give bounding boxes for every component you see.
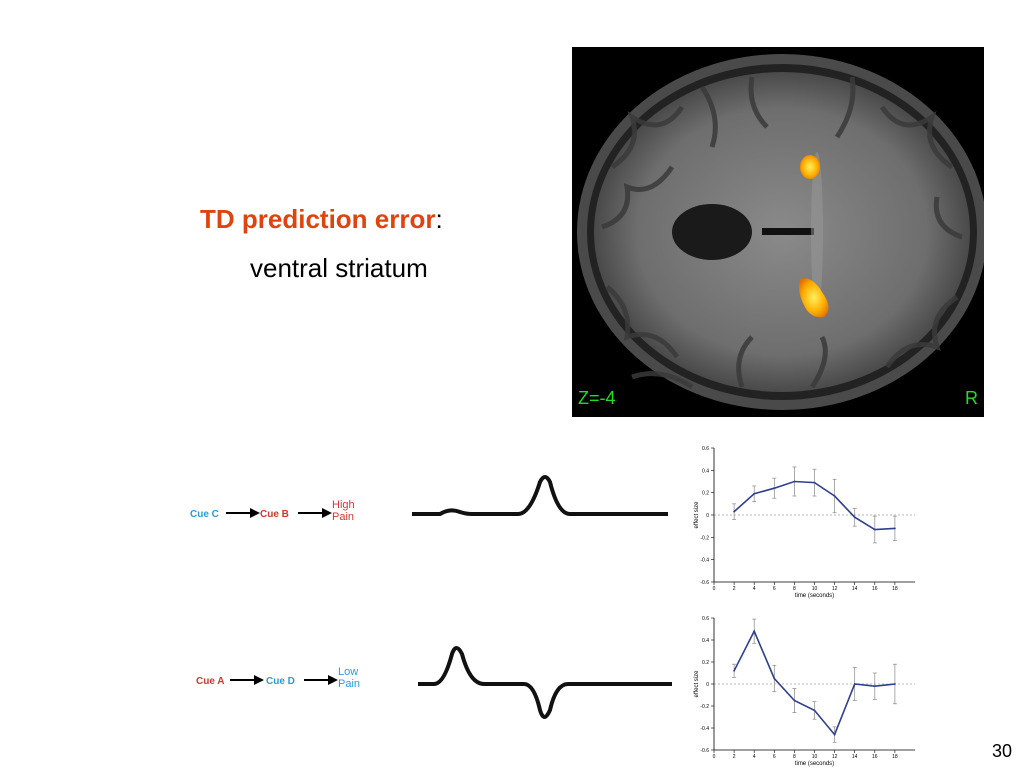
slide-title: TD prediction error: [200, 204, 443, 235]
y-tick-label: 0.4 [702, 638, 709, 644]
sequence-row-low-pain: Cue A Cue D Low Pain [190, 664, 390, 704]
x-tick-label: 6 [773, 586, 776, 592]
y-tick-label: 0 [706, 682, 709, 688]
x-tick-label: 8 [793, 754, 796, 760]
slide-subtitle: ventral striatum [250, 253, 428, 283]
page-number: 30 [991, 741, 1012, 761]
x-tick-label: 8 [793, 586, 796, 592]
data-point [853, 516, 856, 519]
data-point [733, 669, 735, 672]
x-tick-label: 18 [892, 754, 898, 760]
x-tick-label: 10 [812, 586, 818, 592]
x-tick-label: 4 [753, 754, 756, 760]
x-axis-label: time (seconds) [795, 593, 834, 599]
slice-coordinate-label: Z=-4 [578, 388, 616, 408]
cue-label: Cue D [266, 676, 295, 687]
x-tick-label: 16 [872, 754, 878, 760]
sequence-row-high-pain: Cue C Cue B High Pain [190, 497, 390, 537]
x-tick-label: 0 [713, 586, 716, 592]
data-point [813, 481, 816, 484]
x-tick-label: 18 [892, 586, 898, 592]
x-tick-label: 2 [733, 586, 736, 592]
data-point [813, 709, 816, 712]
cue-label: Cue B [260, 509, 289, 520]
data-point [773, 487, 776, 490]
y-tick-label: -0.4 [700, 726, 709, 732]
brain-scan-image: Z=-4 R [572, 47, 984, 417]
x-tick-label: 2 [733, 754, 736, 760]
arrow-right-icon [298, 508, 332, 518]
arrow-right-icon [226, 508, 260, 518]
prediction-error-waveform [418, 646, 672, 719]
x-tick-label: 14 [852, 586, 858, 592]
y-axis-label: effect size [694, 670, 700, 698]
y-tick-label: -0.2 [700, 704, 709, 710]
y-tick-label: -0.6 [700, 748, 709, 754]
effect-size-plot-high-pain: -0.6 -0.4 -0.2 0 0.2 0.4 0.6 0 2 4 6 8 10 12 14 16 18 tim… [694, 446, 915, 599]
brain-slice-drawing [572, 47, 984, 417]
y-tick-label: 0.6 [702, 446, 709, 452]
x-tick-label: 14 [852, 754, 858, 760]
x-tick-label: 6 [773, 754, 776, 760]
y-tick-label: -0.6 [700, 580, 709, 586]
data-point [753, 492, 756, 495]
outcome-line: Pain [332, 511, 355, 523]
data-point [833, 733, 836, 736]
cue-label: Cue C [190, 509, 219, 520]
y-tick-label: -0.2 [700, 535, 709, 541]
y-tick-label: 0.6 [702, 616, 709, 622]
x-axis-label: time (seconds) [795, 761, 834, 767]
x-tick-label: 12 [832, 586, 838, 592]
title-colon: : [435, 204, 443, 234]
data-point [773, 677, 776, 680]
data-point [733, 510, 735, 513]
prediction-error-waveform [412, 475, 668, 516]
data-point [833, 495, 836, 497]
y-tick-label: 0.2 [702, 491, 709, 497]
data-point [753, 630, 756, 633]
data-point [853, 683, 856, 685]
arrow-right-icon [304, 675, 338, 685]
x-tick-label: 4 [753, 586, 756, 592]
outcome-label: Low Pain [338, 666, 360, 690]
data-point [894, 527, 896, 530]
y-tick-label: 0 [706, 513, 709, 519]
cue-label: Cue A [196, 676, 225, 687]
outcome-line: Low [338, 666, 359, 678]
x-tick-label: 0 [713, 754, 716, 760]
y-axis-label: effect size [694, 501, 700, 529]
x-tick-label: 16 [872, 586, 878, 592]
y-tick-label: -0.4 [700, 558, 709, 564]
outcome-label: High Pain [332, 499, 355, 523]
y-tick-label: 0.2 [702, 660, 709, 666]
data-point [793, 699, 796, 702]
data-point [894, 683, 896, 685]
x-tick-label: 10 [812, 754, 818, 760]
effect-size-plot-low-pain: -0.6 -0.4 -0.2 0 0.2 0.4 0.6 0 2 4 6 8 10 12 14 16 18 tim… [694, 616, 915, 767]
arrow-right-icon [230, 675, 264, 685]
x-tick-label: 12 [832, 754, 838, 760]
title-emphasis: TD prediction error [200, 204, 436, 234]
outcome-line: High [332, 499, 355, 511]
y-tick-label: 0.4 [702, 468, 709, 474]
hemisphere-label: R [965, 388, 978, 408]
outcome-line: Pain [338, 678, 361, 690]
data-point [793, 480, 796, 483]
data-point [873, 685, 876, 688]
data-point [873, 528, 876, 531]
